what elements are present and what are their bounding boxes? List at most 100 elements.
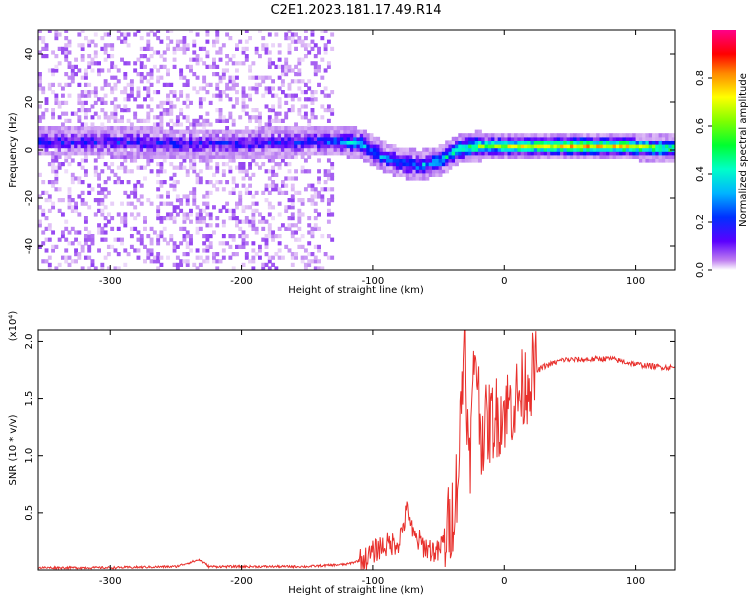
heatmap-cell [212, 183, 216, 188]
heatmap-cell [491, 147, 495, 152]
heatmap-cell [162, 144, 167, 149]
heatmap-cell [346, 133, 351, 138]
heatmap-cell [123, 39, 128, 44]
heatmap-cell [435, 169, 440, 174]
heatmap-cell [326, 234, 331, 239]
heatmap-cell [310, 32, 315, 37]
heatmap-cell [41, 115, 46, 120]
heatmap-cell [287, 43, 292, 48]
heatmap-cell [287, 169, 292, 174]
heatmap-cell [300, 255, 305, 260]
heatmap-cell [596, 144, 601, 149]
heatmap-cell [205, 133, 210, 138]
heatmap-cell [307, 133, 312, 138]
heatmap-cell [54, 151, 59, 156]
heatmap-cell [599, 136, 604, 141]
heatmap-cell [208, 223, 213, 228]
heatmap-cell [326, 219, 331, 224]
heatmap-cell [231, 144, 236, 149]
heatmap-cell [297, 244, 302, 249]
heatmap-cell [579, 133, 584, 138]
heatmap-cell [652, 144, 656, 149]
heatmap-cell [566, 144, 571, 149]
heatmap-cell [93, 144, 98, 149]
heatmap-cell [340, 144, 344, 149]
heatmap-cell [87, 136, 92, 141]
heatmap-cell [123, 129, 128, 134]
heatmap-cell [271, 187, 276, 192]
heatmap-cell [103, 32, 108, 37]
heatmap-cell [300, 104, 305, 109]
heatmap-cell [290, 262, 295, 267]
heatmap-cell [537, 151, 541, 156]
heatmap-cell [300, 43, 305, 48]
heatmap-cell [251, 266, 256, 270]
heatmap-cell [264, 43, 269, 48]
heatmap-cell [103, 79, 108, 84]
heatmap-cell [303, 97, 308, 102]
heatmap-cell [218, 97, 223, 102]
heatmap-cell [257, 212, 262, 217]
heatmap-cell [93, 151, 98, 156]
heatmap-cell [100, 169, 105, 174]
heatmap-cell [284, 140, 289, 145]
heatmap-cell [166, 133, 170, 138]
heatmap-cell [60, 46, 65, 51]
heatmap-cell [129, 226, 134, 231]
heatmap-cell [44, 198, 49, 203]
heatmap-cell [287, 30, 292, 33]
heatmap-cell [175, 165, 180, 170]
heatmap-cell [592, 133, 597, 138]
heatmap-cell [553, 147, 558, 152]
heatmap-cell [382, 158, 387, 163]
heatmap-cell [652, 154, 656, 159]
heatmap-cell [212, 205, 216, 210]
heatmap-cell [162, 216, 167, 221]
heatmap-cell [212, 147, 216, 152]
heatmap-cell [93, 126, 98, 131]
heatmap-cell [198, 212, 203, 217]
heatmap-cell [166, 100, 170, 105]
heatmap-cell [619, 151, 624, 156]
heatmap-cell [392, 172, 397, 177]
heatmap-cell [504, 133, 509, 138]
heatmap-cell [120, 165, 124, 170]
heatmap-cell [113, 104, 118, 109]
heatmap-cell [60, 162, 65, 167]
heatmap-cell [110, 144, 115, 149]
heatmap-cell [238, 226, 243, 231]
heatmap-cell [382, 140, 387, 145]
heatmap-cell [129, 190, 134, 195]
heatmap-cell [64, 226, 69, 231]
heatmap-cell [205, 234, 210, 239]
heatmap-cell [189, 57, 193, 62]
heatmap-cell [317, 169, 321, 174]
heatmap-cell [67, 255, 72, 260]
heatmap-cell [257, 136, 262, 141]
heatmap-cell [596, 151, 601, 156]
heatmap-cell [202, 147, 207, 152]
heatmap-cell [231, 79, 236, 84]
heatmap-cell [103, 82, 108, 87]
heatmap-cell [566, 140, 571, 145]
heatmap-cell [336, 126, 341, 131]
heatmap-cell [166, 151, 170, 156]
heatmap-cell [389, 158, 394, 163]
heatmap-cell [113, 140, 118, 145]
heatmap-cell [57, 32, 62, 37]
heatmap-cell [277, 75, 282, 80]
heatmap-cell [231, 252, 236, 257]
heatmap-cell [510, 147, 515, 152]
heatmap-cell [126, 140, 131, 145]
heatmap-cell [330, 111, 335, 116]
heatmap-cell [658, 140, 663, 145]
heatmap-cell [185, 169, 190, 174]
heatmap-cell [455, 136, 459, 141]
heatmap-cell [38, 140, 42, 145]
heatmap-cell [589, 144, 594, 149]
heatmap-cell [93, 32, 98, 37]
heatmap-cell [152, 129, 157, 134]
heatmap-cell [116, 129, 121, 134]
heatmap-cell [149, 151, 154, 156]
heatmap-cell [116, 140, 121, 145]
